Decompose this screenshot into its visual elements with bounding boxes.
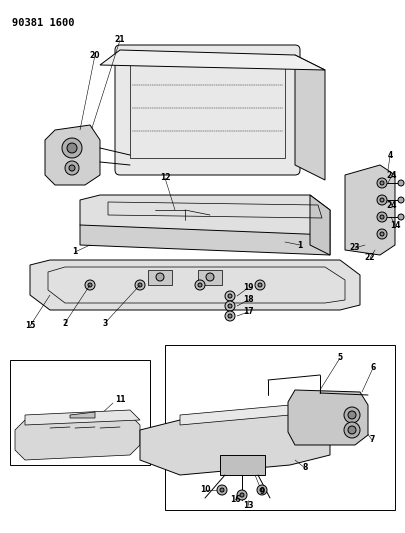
Circle shape xyxy=(379,198,383,202)
Polygon shape xyxy=(45,125,100,185)
Polygon shape xyxy=(148,270,172,285)
Text: 24: 24 xyxy=(386,171,396,180)
Polygon shape xyxy=(140,410,329,475)
Text: 12: 12 xyxy=(159,174,170,182)
Polygon shape xyxy=(198,270,222,285)
Text: 24: 24 xyxy=(386,200,396,209)
Circle shape xyxy=(347,426,355,434)
Circle shape xyxy=(379,215,383,219)
Text: 5: 5 xyxy=(337,353,342,362)
Circle shape xyxy=(379,181,383,185)
Polygon shape xyxy=(15,415,140,460)
Circle shape xyxy=(257,283,261,287)
Circle shape xyxy=(228,304,231,308)
Circle shape xyxy=(347,411,355,419)
Text: 19: 19 xyxy=(242,284,253,293)
Polygon shape xyxy=(287,390,367,445)
Circle shape xyxy=(397,214,403,220)
Circle shape xyxy=(135,280,145,290)
Text: 1: 1 xyxy=(72,247,77,256)
Text: 23: 23 xyxy=(349,244,359,253)
Circle shape xyxy=(256,485,266,495)
Circle shape xyxy=(343,407,359,423)
Circle shape xyxy=(376,195,386,205)
Text: 13: 13 xyxy=(242,500,253,510)
Text: 18: 18 xyxy=(242,295,253,304)
Circle shape xyxy=(239,493,243,497)
Circle shape xyxy=(237,490,246,500)
Circle shape xyxy=(397,197,403,203)
Circle shape xyxy=(259,488,263,492)
Bar xyxy=(164,345,394,510)
Circle shape xyxy=(228,294,231,298)
Circle shape xyxy=(376,212,386,222)
Polygon shape xyxy=(30,260,359,310)
Circle shape xyxy=(65,161,79,175)
Polygon shape xyxy=(80,225,329,255)
Circle shape xyxy=(224,291,234,301)
Text: 16: 16 xyxy=(229,496,240,505)
Polygon shape xyxy=(309,195,329,255)
Text: 8: 8 xyxy=(302,464,307,472)
FancyBboxPatch shape xyxy=(115,45,299,175)
Polygon shape xyxy=(25,410,140,425)
Circle shape xyxy=(376,229,386,239)
Polygon shape xyxy=(100,50,324,70)
Text: 21: 21 xyxy=(115,36,125,44)
Circle shape xyxy=(85,280,95,290)
Text: 17: 17 xyxy=(242,308,253,317)
Text: 90381 1600: 90381 1600 xyxy=(12,18,74,28)
Circle shape xyxy=(397,180,403,186)
Circle shape xyxy=(216,485,226,495)
Text: 3: 3 xyxy=(102,319,107,327)
Circle shape xyxy=(220,488,224,492)
Polygon shape xyxy=(70,412,95,418)
Circle shape xyxy=(376,178,386,188)
Circle shape xyxy=(379,232,383,236)
Polygon shape xyxy=(294,55,324,180)
Polygon shape xyxy=(220,455,264,475)
Circle shape xyxy=(88,283,92,287)
Circle shape xyxy=(205,273,213,281)
Circle shape xyxy=(69,165,75,171)
Circle shape xyxy=(198,283,202,287)
Text: 20: 20 xyxy=(90,51,100,60)
Text: 9: 9 xyxy=(259,488,264,497)
Text: 14: 14 xyxy=(389,221,399,230)
Circle shape xyxy=(156,273,164,281)
Circle shape xyxy=(224,301,234,311)
Circle shape xyxy=(194,280,205,290)
Text: 10: 10 xyxy=(199,486,210,495)
Text: 2: 2 xyxy=(62,319,68,327)
Text: 22: 22 xyxy=(364,254,374,262)
Circle shape xyxy=(343,422,359,438)
Bar xyxy=(10,360,149,465)
Circle shape xyxy=(254,280,264,290)
Text: 1: 1 xyxy=(296,240,302,249)
Text: 7: 7 xyxy=(369,435,374,445)
Text: 6: 6 xyxy=(369,364,375,373)
Circle shape xyxy=(67,143,77,153)
Circle shape xyxy=(62,138,82,158)
Polygon shape xyxy=(120,55,294,165)
Circle shape xyxy=(224,311,234,321)
Text: 15: 15 xyxy=(25,321,35,330)
Text: 11: 11 xyxy=(115,395,125,405)
Text: 4: 4 xyxy=(386,151,392,160)
Polygon shape xyxy=(344,165,394,255)
Circle shape xyxy=(138,283,142,287)
Polygon shape xyxy=(179,405,329,428)
Polygon shape xyxy=(80,195,329,240)
Circle shape xyxy=(228,314,231,318)
